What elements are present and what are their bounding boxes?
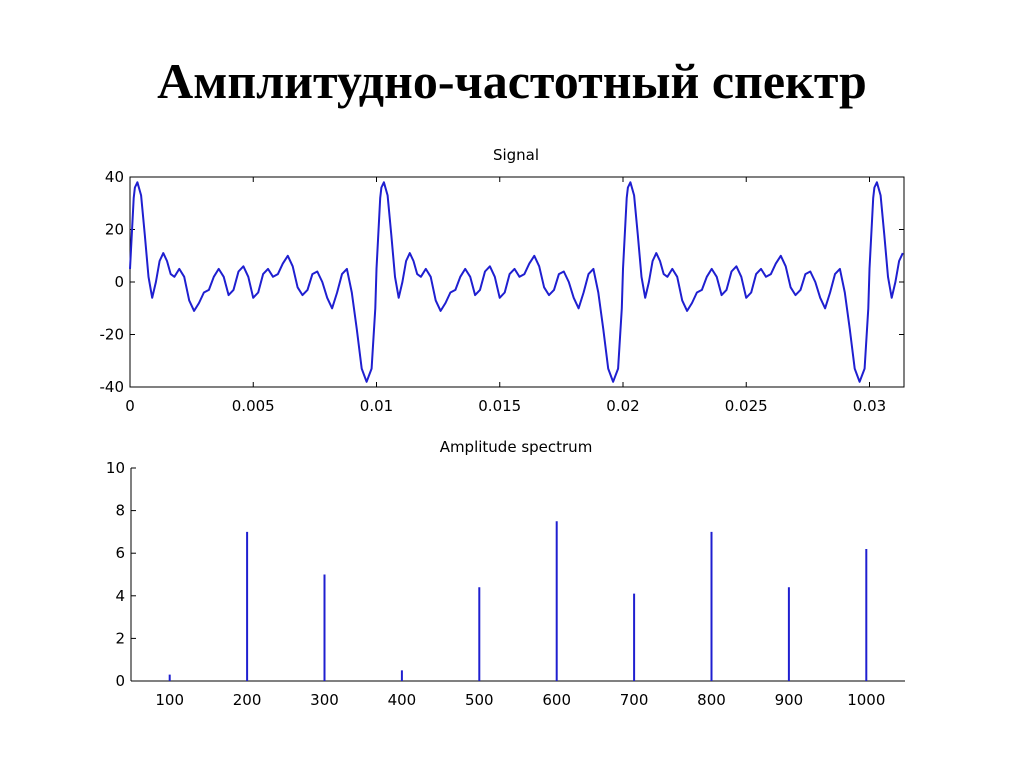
spectrum-bars — [168, 521, 868, 681]
signal-chart-title: Signal — [493, 146, 539, 164]
signal-y-tick-label: -40 — [100, 378, 125, 396]
spectrum-chart-title: Amplitude spectrum — [440, 438, 593, 456]
signal-y-tick-label: -20 — [100, 326, 125, 344]
signal-y-axis: -40 -20 0 20 40 — [100, 168, 904, 396]
signal-x-tick-label: 0.005 — [232, 397, 275, 415]
spectrum-y-tick-label: 10 — [106, 459, 125, 477]
spectrum-y-tick-label: 4 — [115, 587, 125, 605]
spectrum-y-tick-label: 8 — [115, 502, 125, 520]
signal-x-tick-label: 0.015 — [478, 397, 521, 415]
slide-title: Амплитудно-частотный спектр — [157, 53, 867, 109]
spectrum-x-axis: 100 200 300 400 500 600 700 800 900 1000 — [155, 691, 885, 709]
signal-plot-frame — [129, 176, 905, 388]
spectrum-x-tick-label: 100 — [155, 691, 184, 709]
signal-chart: Signal 0 0.005 0.01 0.015 0.02 0.025 0.03 -40-… — [100, 146, 905, 415]
signal-series-line — [129, 181, 904, 383]
signal-x-tick-label: 0.02 — [606, 397, 639, 415]
signal-x-tick-label: 0.03 — [853, 397, 886, 415]
spectrum-y-tick-label: 0 — [115, 672, 125, 690]
signal-y-tick-label: 20 — [105, 221, 124, 239]
spectrum-chart: Amplitude spectrum 100 200 300 400 500 600 700… — [106, 438, 905, 709]
signal-x-tick-label: 0.025 — [725, 397, 768, 415]
spectrum-x-tick-label: 600 — [542, 691, 571, 709]
spectrum-x-tick-label: 800 — [697, 691, 726, 709]
spectrum-x-tick-label: 700 — [620, 691, 649, 709]
signal-x-tick-label: 0.01 — [360, 397, 393, 415]
spectrum-x-tick-label: 300 — [310, 691, 339, 709]
spectrum-y-tick-label: 6 — [115, 544, 125, 562]
signal-y-tick-label: 0 — [114, 273, 124, 291]
spectrum-y-tick-label: 2 — [115, 629, 125, 647]
spectrum-x-tick-label: 400 — [388, 691, 417, 709]
spectrum-axes — [130, 468, 905, 682]
signal-y-tick-label: 40 — [105, 168, 124, 186]
spectrum-x-tick-label: 200 — [233, 691, 262, 709]
spectrum-x-tick-label: 900 — [775, 691, 804, 709]
signal-x-tick-label: 0 — [125, 397, 135, 415]
spectrum-x-tick-label: 1000 — [847, 691, 885, 709]
spectrum-x-tick-label: 500 — [465, 691, 494, 709]
signal-x-axis: 0 0.005 0.01 0.015 0.02 0.025 0.03 — [125, 177, 886, 415]
spectrum-y-axis: 0 2 4 6 8 10 — [106, 459, 136, 690]
